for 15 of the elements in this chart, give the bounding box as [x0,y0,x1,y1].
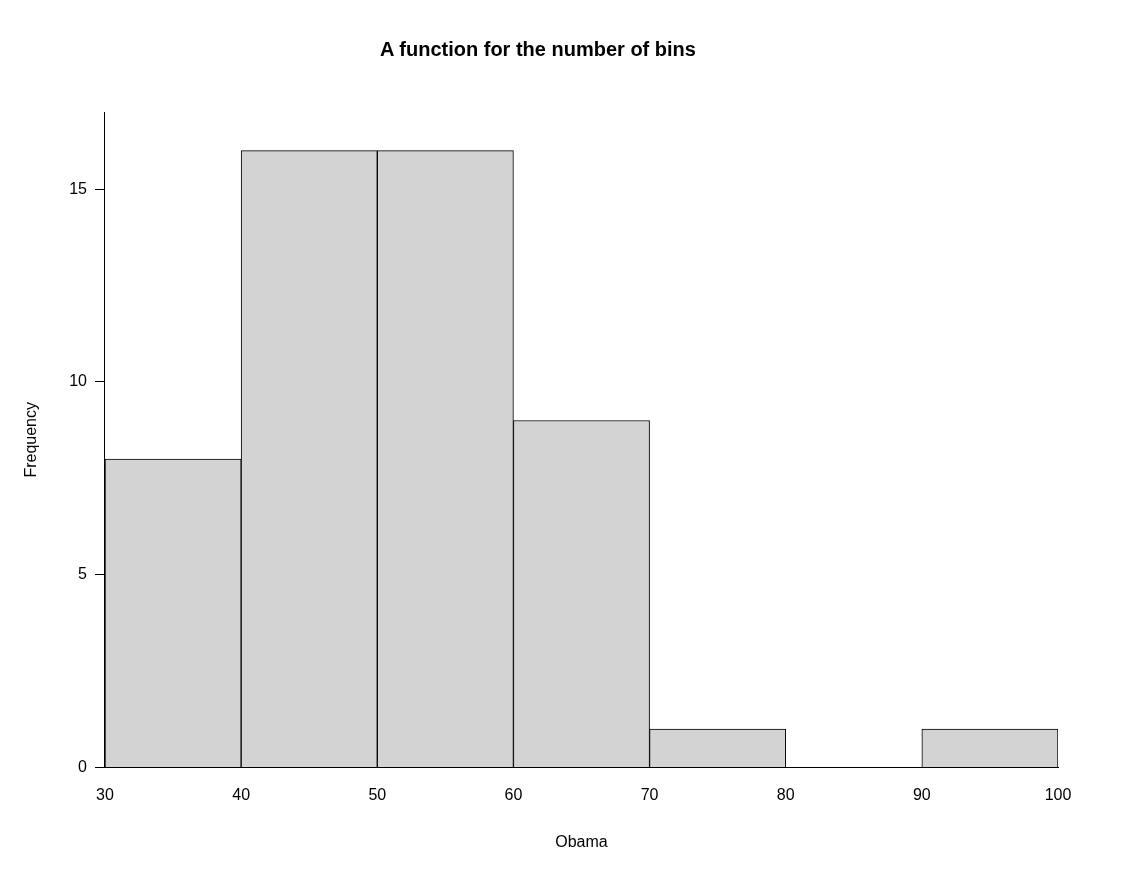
y-tick-label: 15 [69,179,88,197]
y-tick-label: 0 [78,758,88,776]
x-tick-label: 40 [232,785,251,803]
x-tick-label: 30 [96,785,114,803]
y-tick-label: 10 [69,372,88,390]
y-axis-title: Frequency [22,402,40,478]
x-tick-label: 50 [368,785,387,803]
x-tick-label: 70 [640,785,659,803]
chart-title: A function for the number of bins [380,37,696,60]
x-tick-label: 100 [1044,785,1072,803]
x-tick-label: 90 [912,785,931,803]
x-axis-title: Obama [555,832,608,850]
x-tick-label: 60 [504,785,523,803]
x-tick-label: 80 [776,785,795,803]
y-tick-label: 5 [78,565,88,583]
